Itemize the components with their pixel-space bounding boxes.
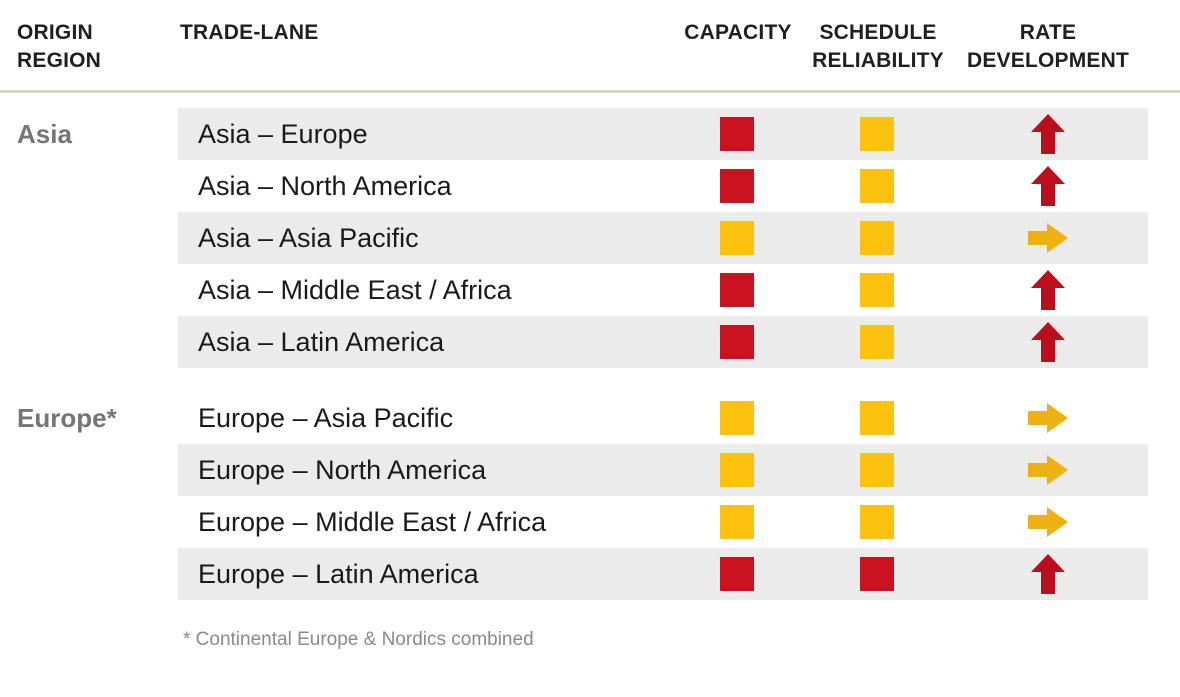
right-arrow-icon xyxy=(1026,444,1070,496)
capacity-status-square xyxy=(720,557,754,591)
capacity-status-square xyxy=(720,273,754,307)
trade-lane-name: Europe – North America xyxy=(198,454,487,485)
trade-lane-name: Europe – Asia Pacific xyxy=(198,402,454,433)
column-header-rate-development: RATE DEVELOPMENT xyxy=(966,21,1130,72)
region-label: Europe* xyxy=(17,402,117,433)
trade-lane-row: Asia – North America xyxy=(178,160,1148,212)
schedule-reliability-status-square xyxy=(860,401,894,435)
up-arrow-icon xyxy=(1026,316,1070,368)
trade-lane-name: Asia – Middle East / Africa xyxy=(198,274,512,305)
table-body: Asia Asia – Europe Asia – North America … xyxy=(0,108,1180,600)
trade-lane-row: Asia – Asia Pacific xyxy=(178,212,1148,264)
schedule-reliability-status-square xyxy=(860,169,894,203)
right-arrow-icon xyxy=(1026,392,1070,444)
up-arrow-icon xyxy=(1026,548,1070,600)
trade-lane-row: Europe – Middle East / Africa xyxy=(178,496,1148,548)
schedule-reliability-status-square xyxy=(860,273,894,307)
trade-lane-row: Asia – Middle East / Africa xyxy=(178,264,1148,316)
schedule-reliability-status-square xyxy=(860,221,894,255)
trade-lane-row: Europe – Latin America xyxy=(178,548,1148,600)
schedule-reliability-status-square xyxy=(860,117,894,151)
trade-lane-name: Europe – Middle East / Africa xyxy=(198,506,547,537)
schedule-reliability-status-square xyxy=(860,557,894,591)
right-arrow-icon xyxy=(1026,212,1070,264)
column-header-capacity: CAPACITY xyxy=(684,21,792,44)
right-arrow-icon xyxy=(1026,496,1070,548)
trade-lane-row: Asia – Europe xyxy=(178,108,1148,160)
schedule-reliability-status-square xyxy=(860,505,894,539)
schedule-reliability-status-square xyxy=(860,325,894,359)
capacity-status-square xyxy=(720,221,754,255)
trade-lane-name: Europe – Latin America xyxy=(198,558,479,589)
capacity-status-square xyxy=(720,325,754,359)
column-header-schedule-reliability: SCHEDULE RELIABILITY xyxy=(812,21,944,72)
up-arrow-icon xyxy=(1026,108,1070,160)
region-label: Asia xyxy=(17,118,72,149)
trade-lane-row: Europe – North America xyxy=(178,444,1148,496)
trade-lane-row: Asia – Latin America xyxy=(178,316,1148,368)
trade-lane-name: Asia – North America xyxy=(198,170,452,201)
capacity-status-square xyxy=(720,453,754,487)
trade-lane-name: Asia – Latin America xyxy=(198,326,445,357)
column-header-origin-region: ORIGIN REGION xyxy=(17,21,102,72)
capacity-status-square xyxy=(720,401,754,435)
capacity-status-square xyxy=(720,169,754,203)
up-arrow-icon xyxy=(1026,264,1070,316)
header-divider xyxy=(0,90,1180,93)
up-arrow-icon xyxy=(1026,160,1070,212)
trade-lane-name: Asia – Europe xyxy=(198,118,368,149)
capacity-status-square xyxy=(720,117,754,151)
region-rows: Europe – Asia Pacific Europe – North Ame… xyxy=(178,392,1148,600)
capacity-status-square xyxy=(720,505,754,539)
schedule-reliability-status-square xyxy=(860,453,894,487)
trade-lane-name: Asia – Asia Pacific xyxy=(198,222,419,253)
trade-lane-row: Europe – Asia Pacific xyxy=(178,392,1148,444)
region-section: Asia Asia – Europe Asia – North America … xyxy=(0,108,1180,368)
region-rows: Asia – Europe Asia – North America Asia … xyxy=(178,108,1148,368)
region-section: Europe* Europe – Asia Pacific Europe – N… xyxy=(0,392,1180,600)
footnote: * Continental Europe & Nordics combined xyxy=(183,629,534,650)
column-header-trade-lane: TRADE-LANE xyxy=(180,21,319,44)
